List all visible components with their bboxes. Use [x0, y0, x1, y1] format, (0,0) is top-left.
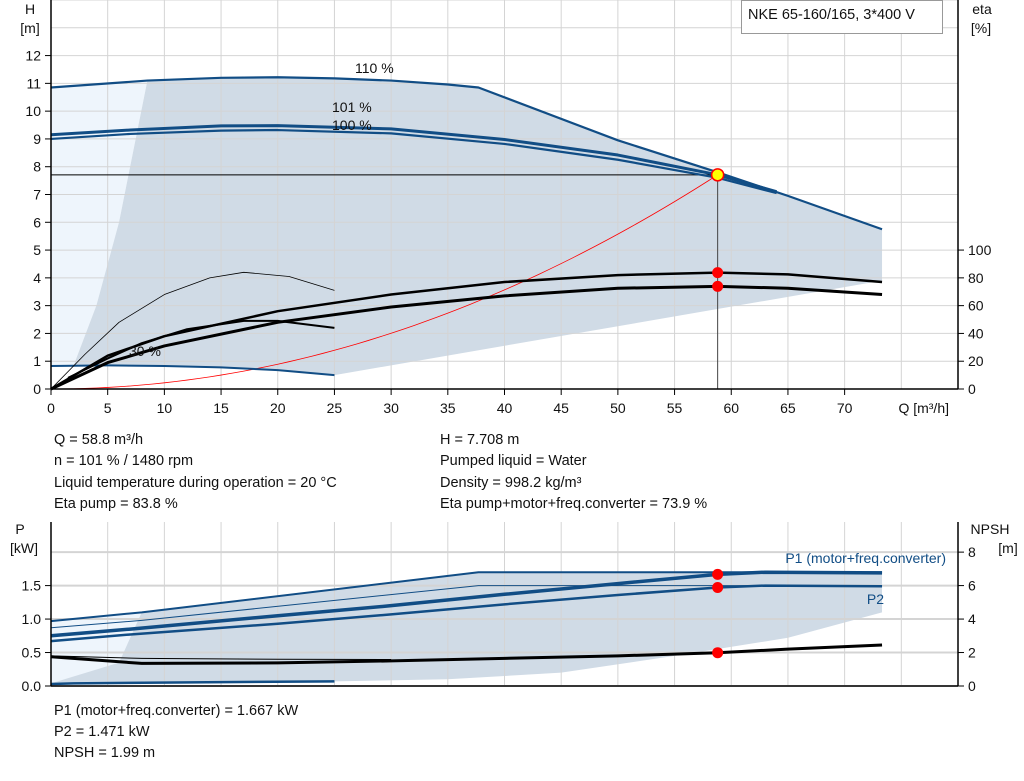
power-curve-p2 — [50, 584, 883, 643]
qh-curve-100- — [50, 128, 777, 195]
info-n: n = 101 % / 1480 rpm — [54, 453, 194, 469]
info-eta-total: Eta pump+motor+freq.converter = 73.9 % — [440, 496, 708, 512]
info-p2: P2 = 1.471 kW — [54, 724, 150, 740]
info-npsh: NPSH = 1.99 m — [54, 745, 156, 761]
qh-x-tick-label: 25 — [327, 400, 343, 416]
qh-y-tick-label: 12 — [25, 48, 41, 64]
power-y2-tick-label: 4 — [968, 611, 976, 627]
qh-x-tick-label: 70 — [837, 400, 853, 416]
info-eta-pump: Eta pump = 83.8 % — [54, 496, 178, 512]
info-liquid-temp: Liquid temperature during operation = 20… — [54, 475, 337, 491]
p1-point — [712, 568, 724, 580]
qh-x-tick-label: 65 — [780, 400, 796, 416]
qh-x-tick-label: 30 — [383, 400, 399, 416]
qh-x-tick-label: 0 — [47, 400, 55, 416]
power-y-tick-label: 0.0 — [22, 678, 42, 694]
info-q: Q = 58.8 m³/h — [54, 432, 144, 448]
qh-y-tick-label: 4 — [33, 270, 41, 286]
p2-point — [712, 582, 724, 594]
power-curve-5 — [50, 643, 883, 665]
power-y-axis-unit: [kW] — [10, 540, 38, 556]
qh-y2-tick-label: 80 — [968, 270, 984, 286]
power-y2-tick-label: 0 — [968, 678, 976, 694]
power-y2-tick-label: 8 — [968, 544, 976, 560]
qh-y2-tick-label: 0 — [968, 381, 976, 397]
qh-x-tick-label: 45 — [553, 400, 569, 416]
qh-y-tick-label: 10 — [25, 103, 41, 119]
qh-x-tick-label: 10 — [157, 400, 173, 416]
qh-x-tick-label: 50 — [610, 400, 626, 416]
power-y-axis-label: P — [15, 521, 24, 537]
eta-pump-point — [712, 267, 724, 279]
eta-total-point — [712, 280, 724, 292]
qh-curve-101- — [50, 124, 778, 194]
qh-x-tick-label: 35 — [440, 400, 456, 416]
curve-label-p1: P1 (motor+freq.converter) — [785, 550, 946, 566]
qh-y-axis-label: H — [25, 1, 35, 17]
power-y2-axis-unit: [m] — [998, 540, 1017, 556]
qh-y2-tick-label: 60 — [968, 298, 984, 314]
qh-y2-tick-label: 40 — [968, 325, 984, 341]
qh-curve-5 — [50, 284, 883, 391]
power-y-tick-label: 1.0 — [22, 611, 42, 627]
info-density: Density = 998.2 kg/m³ — [440, 475, 582, 491]
power-y2-axis-label: NPSH — [971, 521, 1010, 537]
power-curve-2 — [50, 571, 883, 623]
curve-label-30: 30 % — [129, 343, 161, 359]
system-curve — [50, 174, 718, 390]
curve-label-100: 100 % — [332, 117, 372, 133]
info-p1: P1 (motor+freq.converter) = 1.667 kW — [54, 703, 299, 719]
curve-label-101: 101 % — [332, 99, 372, 115]
qh-y-tick-label: 9 — [33, 131, 41, 147]
qh-y-tick-label: 5 — [33, 242, 41, 258]
curve-label-p2: P2 — [867, 591, 884, 607]
qh-y2-axis-label: eta — [972, 1, 992, 17]
info-h: H = 7.708 m — [440, 432, 520, 448]
qh-y-tick-label: 1 — [33, 353, 41, 369]
duty-point — [710, 168, 725, 182]
legend-box-text: NKE 65-160/165, 3*400 V — [748, 7, 915, 23]
qh-curve-110- — [50, 76, 883, 231]
qh-x-tick-label: 60 — [723, 400, 739, 416]
x-axis-label: Q [m³/h] — [898, 400, 949, 416]
qh-x-tick-label: 40 — [497, 400, 513, 416]
qh-x-tick-label: 55 — [667, 400, 683, 416]
info-pumped-liquid: Pumped liquid = Water — [440, 453, 587, 469]
power-y-tick-label: 0.5 — [22, 645, 42, 661]
power-curve-4 — [50, 680, 335, 686]
power-curve-6 — [50, 655, 392, 661]
qh-x-tick-label: 15 — [213, 400, 229, 416]
qh-curve-7 — [67, 319, 335, 379]
qh-y-tick-label: 2 — [33, 325, 41, 341]
qh-y2-axis-unit: [%] — [971, 20, 991, 36]
qh-y-tick-label: 8 — [33, 159, 41, 175]
qh-y-tick-label: 11 — [26, 75, 41, 91]
curve-label-110: 110 % — [355, 60, 394, 76]
qh-y2-tick-label: 100 — [968, 242, 992, 258]
power-curve-3 — [50, 585, 883, 629]
power-y-tick-label: 1.5 — [22, 578, 42, 594]
qh-operating-range-area — [73, 77, 883, 376]
npsh-point — [712, 647, 724, 659]
power-operating-range-area — [51, 572, 883, 684]
power-y2-tick-label: 6 — [968, 578, 976, 594]
qh-y-tick-label: 0 — [33, 381, 41, 397]
qh-y2-tick-label: 20 — [968, 353, 984, 369]
qh-y-axis-unit: [m] — [20, 20, 39, 36]
qh-y-tick-label: 3 — [33, 298, 41, 314]
qh-extended-range-area — [51, 80, 148, 366]
legend-box: NKE 65-160/165, 3*400 V — [741, 0, 943, 34]
qh-curve-6 — [50, 271, 335, 390]
qh-x-tick-label: 20 — [270, 400, 286, 416]
qh-y-tick-label: 6 — [33, 214, 41, 230]
power-y2-tick-label: 2 — [968, 645, 976, 661]
qh-x-tick-label: 5 — [104, 400, 112, 416]
qh-y-tick-label: 7 — [33, 187, 41, 203]
